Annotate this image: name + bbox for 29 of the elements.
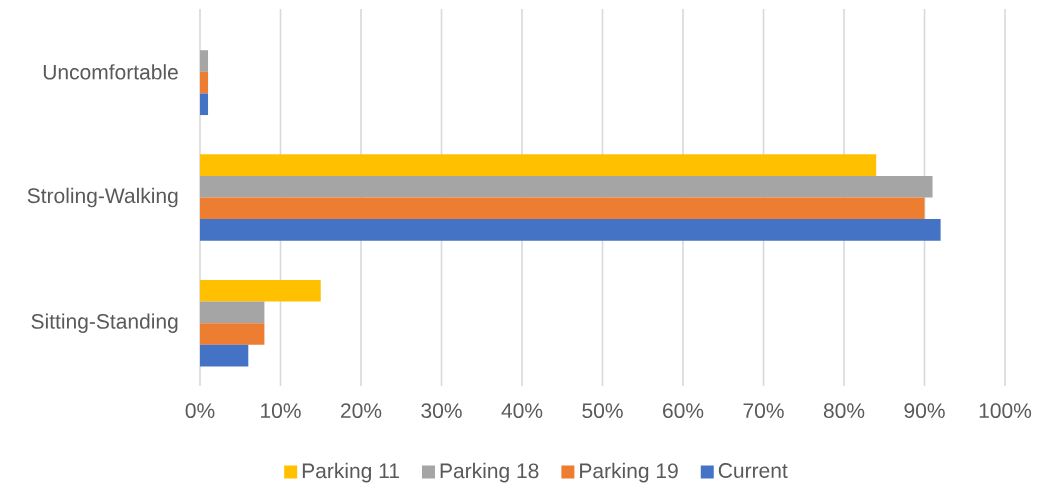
bar: [200, 93, 209, 116]
y-tick-label: Sitting-Standing: [31, 313, 178, 333]
bar: [200, 279, 321, 302]
bar: [200, 344, 249, 367]
legend-label: Current: [718, 463, 788, 478]
legend-label: Parking 18: [440, 462, 539, 483]
bar: [200, 175, 933, 198]
x-tick-label: 10%: [261, 403, 301, 419]
x-tick-label: 60%: [663, 403, 704, 419]
legend-label: Parking 19: [580, 462, 678, 483]
x-tick-label: 100%: [979, 403, 1032, 419]
x-tick-label: 0%: [185, 403, 215, 419]
y-tick-label: Stroling-Walking: [27, 187, 178, 208]
bar: [200, 154, 877, 176]
y-tick-label: Uncomfortable: [43, 64, 178, 80]
bar: [200, 197, 925, 220]
x-tick-label: 30%: [421, 403, 462, 419]
bar: [200, 323, 265, 345]
bar: [200, 50, 209, 72]
legend-label: Parking 11: [302, 462, 399, 483]
bar: [200, 301, 265, 324]
x-tick-label: 40%: [501, 403, 543, 419]
bar: [200, 219, 941, 241]
x-tick-label: 90%: [904, 403, 945, 419]
x-tick-label: 80%: [823, 403, 865, 419]
x-tick-label: 20%: [341, 403, 382, 419]
x-tick-label: 50%: [582, 403, 623, 419]
x-tick-label: 70%: [743, 403, 784, 419]
bar: [200, 71, 209, 94]
